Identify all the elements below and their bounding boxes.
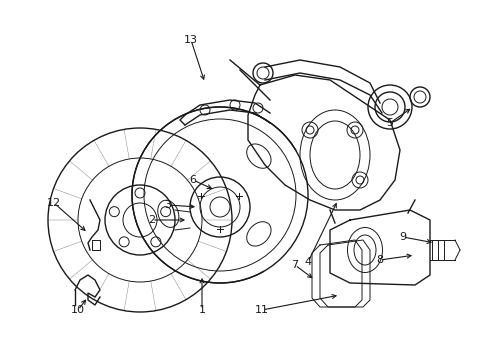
Text: 11: 11 <box>254 305 268 315</box>
Text: 3: 3 <box>164 200 171 210</box>
Text: 7: 7 <box>291 260 298 270</box>
Text: 1: 1 <box>198 305 205 315</box>
Text: 6: 6 <box>189 175 196 185</box>
Text: 13: 13 <box>183 35 198 45</box>
Text: 12: 12 <box>47 198 61 208</box>
Text: 9: 9 <box>399 232 406 242</box>
Text: 2: 2 <box>148 215 155 225</box>
Text: 5: 5 <box>386 118 393 128</box>
Text: 10: 10 <box>71 305 85 315</box>
Text: 8: 8 <box>376 255 383 265</box>
Text: 4: 4 <box>304 257 311 267</box>
